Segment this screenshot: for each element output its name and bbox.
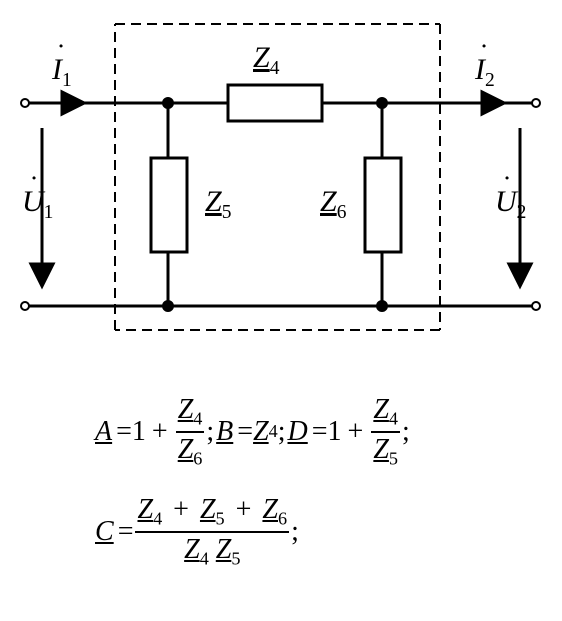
label-i2: ˙ I2 <box>475 53 495 92</box>
equation-line-2: C = Z4 + Z5 + Z6 Z4 Z5 ; <box>95 495 299 568</box>
label-z5: Z5 <box>205 185 231 224</box>
equation-line-1: A = 1 + Z4 Z6 ; B = Z4 ; D = 1 + Z4 Z5 ; <box>95 395 410 468</box>
circuit-diagram <box>0 0 562 345</box>
label-z6: Z6 <box>320 185 346 224</box>
fraction-z4-z6: Z4 Z6 <box>176 395 205 468</box>
fraction-z4-z5: Z4 Z5 <box>371 395 400 468</box>
fraction-c: Z4 + Z5 + Z6 Z4 Z5 <box>135 495 289 568</box>
label-u2: ˙ U2 <box>495 185 526 224</box>
label-i1: ˙ I1 <box>52 53 72 92</box>
label-u1: ˙ U1 <box>22 185 53 224</box>
label-z4: Z4 <box>253 41 279 80</box>
